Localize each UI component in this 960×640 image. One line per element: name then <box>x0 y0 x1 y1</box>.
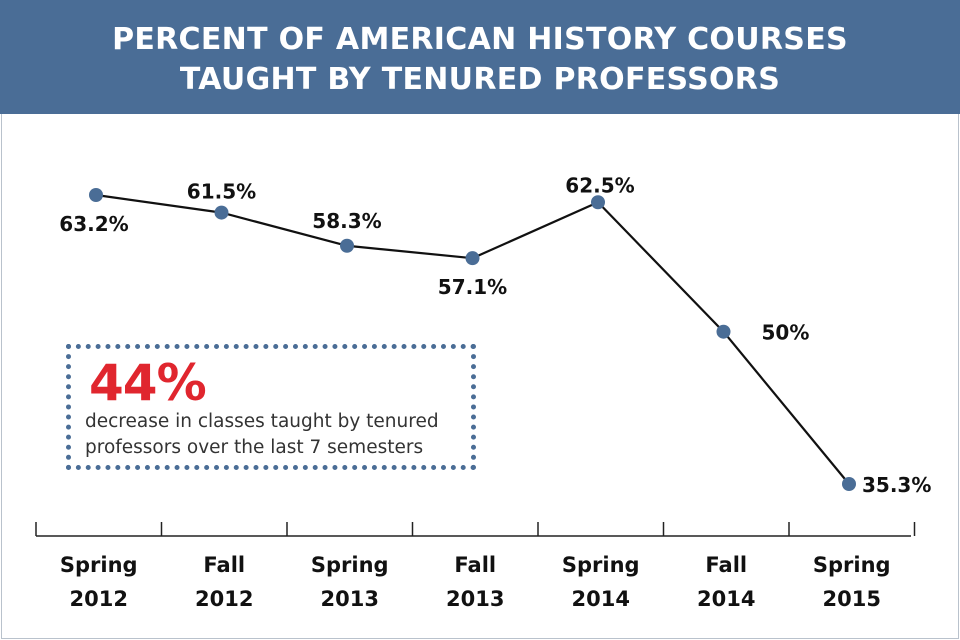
x-tick-label: 2013 <box>321 587 379 611</box>
callout-box: 44% decrease in classes taught by tenure… <box>66 344 476 470</box>
x-tick-label: 2012 <box>70 587 128 611</box>
data-label: 57.1% <box>438 275 507 299</box>
x-tick-label: 2014 <box>697 587 755 611</box>
x-tick-label: Spring <box>60 553 138 577</box>
data-point <box>842 477 856 491</box>
data-point <box>89 188 103 202</box>
data-point <box>465 251 480 266</box>
x-tick-label: Spring <box>311 553 389 577</box>
x-tick-label: Spring <box>562 553 640 577</box>
x-tick-label: Fall <box>203 553 245 577</box>
chart-frame <box>1 114 959 639</box>
x-tick-label: 2015 <box>823 587 881 611</box>
x-tick-label: 2014 <box>572 587 630 611</box>
data-point <box>591 195 605 210</box>
data-label: 63.2% <box>59 212 128 236</box>
x-tick-label: Fall <box>454 553 496 577</box>
chart-header: PERCENT OF AMERICAN HISTORY COURSES TAUG… <box>0 0 960 114</box>
data-label: 62.5% <box>565 173 634 197</box>
x-tick-label: Fall <box>705 553 747 577</box>
chart-title-line-1: PERCENT OF AMERICAN HISTORY COURSES <box>112 22 848 57</box>
callout-description: decrease in classes taught by tenured pr… <box>85 411 439 458</box>
data-point <box>716 324 731 339</box>
data-point <box>214 205 229 220</box>
x-tick-label: 2012 <box>195 587 253 611</box>
data-point <box>340 238 354 253</box>
chart-title-line-2: TAUGHT BY TENURED PROFESSORS <box>179 62 781 97</box>
data-label: 61.5% <box>187 180 256 204</box>
data-label: 35.3% <box>862 473 931 497</box>
x-tick-label: Spring <box>813 553 891 577</box>
callout-value: 44% <box>89 354 207 412</box>
data-label: 50% <box>762 321 810 345</box>
x-tick-label: 2013 <box>446 587 504 611</box>
data-label: 58.3% <box>312 209 381 233</box>
